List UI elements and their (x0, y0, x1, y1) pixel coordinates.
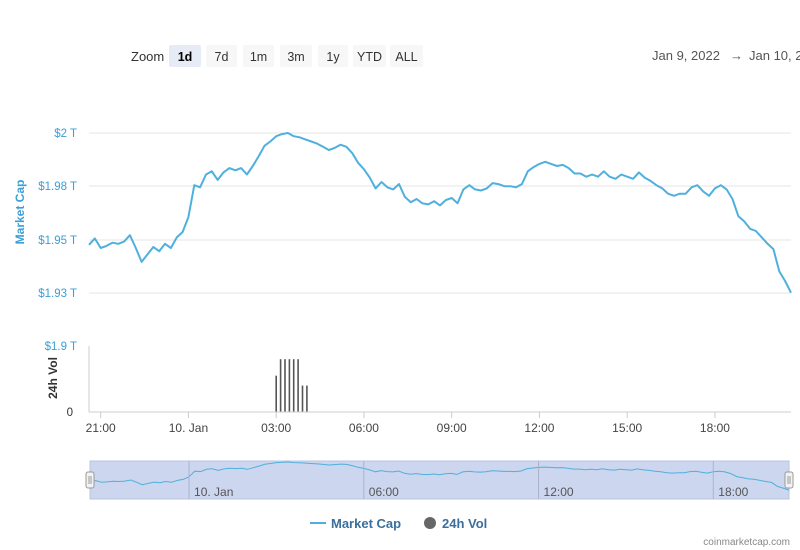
zoom-button-bg[interactable] (243, 45, 274, 67)
y-axis-title: Market Cap (13, 180, 27, 245)
x-tick-label: 12:00 (524, 421, 554, 435)
volume-tick-label: 0 (67, 407, 73, 419)
x-tick-label: 21:00 (86, 421, 116, 435)
zoom-button-1m[interactable]: 1m (243, 45, 274, 67)
right-handle-grip-icon[interactable] (784, 471, 794, 489)
date-range: Jan 9, 2022 → Jan 10, 2 (652, 48, 800, 63)
zoom-button-label: 1y (326, 50, 340, 64)
zoom-button-all[interactable]: ALL (390, 45, 423, 67)
volume-bar[interactable] (279, 359, 282, 412)
legend-item-market-cap[interactable]: Market Cap (310, 516, 401, 531)
x-tick-label: 03:00 (261, 421, 291, 435)
x-tick-label: 06:00 (349, 421, 379, 435)
circle-swatch-icon (424, 517, 436, 529)
volume-bar[interactable] (292, 359, 295, 412)
y-tick-label: $1.98 T (38, 181, 77, 193)
zoom-button-label: 1d (178, 50, 193, 64)
x-axis-ticks: 21:00 10. Jan 03:00 06:00 09:00 12:00 15:00 18:… (86, 412, 730, 435)
volume-bar[interactable] (301, 385, 304, 412)
navigator-series-line (89, 461, 790, 491)
zoom-toolbar: Zoom 1d 7d 1m 3m 1y YTD ALL (131, 45, 423, 67)
market-cap-series-line[interactable] (88, 132, 792, 294)
y-axis-ticks: $2 T $1.98 T $1.95 T $1.93 T $1.9 T (38, 128, 77, 353)
legend-label-market-cap: Market Cap (331, 516, 401, 531)
zoom-button-bg[interactable] (280, 45, 312, 67)
legend-label-volume: 24h Vol (442, 516, 487, 531)
navigator-left-handle[interactable] (85, 471, 95, 489)
zoom-button-label: YTD (357, 50, 382, 64)
navigator-tick-label: 06:00 (369, 485, 399, 499)
zoom-button-bg[interactable] (390, 45, 423, 67)
legend: Market Cap 24h Vol (310, 516, 487, 531)
zoom-button-label: 3m (287, 50, 304, 64)
y-tick-label: $1.93 T (38, 288, 77, 300)
x-tick-label: 10. Jan (169, 421, 208, 435)
legend-item-volume[interactable]: 24h Vol (424, 516, 487, 531)
y-tick-label: $1.9 T (45, 341, 77, 353)
y-tick-label: $1.95 T (38, 235, 77, 247)
navigator[interactable]: 10. Jan 06:00 12:00 18:00 (85, 460, 794, 500)
zoom-button-1d[interactable]: 1d (169, 45, 201, 67)
range-to[interactable]: Jan 10, 2 (749, 48, 800, 63)
y-tick-label: $2 T (54, 128, 77, 140)
navigator-tick-label: 18:00 (718, 485, 748, 499)
volume-bar[interactable] (284, 359, 286, 412)
zoom-button-label: ALL (395, 50, 417, 64)
zoom-button-ytd[interactable]: YTD (353, 45, 386, 67)
range-arrow-icon: → (730, 48, 743, 63)
volume-axis-title: 24h Vol (46, 357, 60, 399)
zoom-label: Zoom (131, 49, 164, 64)
volume-bar[interactable] (306, 385, 308, 412)
zoom-button-bg[interactable] (169, 45, 201, 67)
x-tick-label: 09:00 (437, 421, 467, 435)
grid-lines (89, 132, 791, 294)
range-from[interactable]: Jan 9, 2022 (652, 48, 720, 63)
zoom-button-1y[interactable]: 1y (318, 45, 348, 67)
navigator-tick-label: 12:00 (544, 485, 574, 499)
navigator-tick-label: 10. Jan (194, 485, 233, 499)
zoom-button-7d[interactable]: 7d (206, 45, 237, 67)
zoom-button-bg[interactable] (206, 45, 237, 67)
navigator-ticks: 10. Jan 06:00 12:00 18:00 (188, 461, 749, 499)
zoom-button-bg[interactable] (318, 45, 348, 67)
volume-bars (275, 359, 308, 412)
zoom-button-label: 7d (215, 50, 229, 64)
zoom-button-3m[interactable]: 3m (280, 45, 312, 67)
zoom-button-label: 1m (250, 50, 267, 64)
volume-bar[interactable] (297, 359, 299, 412)
volume-bar[interactable] (275, 375, 277, 412)
navigator-right-handle[interactable] (784, 471, 794, 489)
x-tick-label: 18:00 (700, 421, 730, 435)
volume-bar[interactable] (288, 359, 291, 412)
credit-link[interactable]: coinmarketcap.com (703, 537, 790, 548)
x-tick-label: 15:00 (612, 421, 642, 435)
left-handle-grip-icon[interactable] (85, 471, 95, 489)
zoom-button-bg[interactable] (353, 45, 386, 67)
